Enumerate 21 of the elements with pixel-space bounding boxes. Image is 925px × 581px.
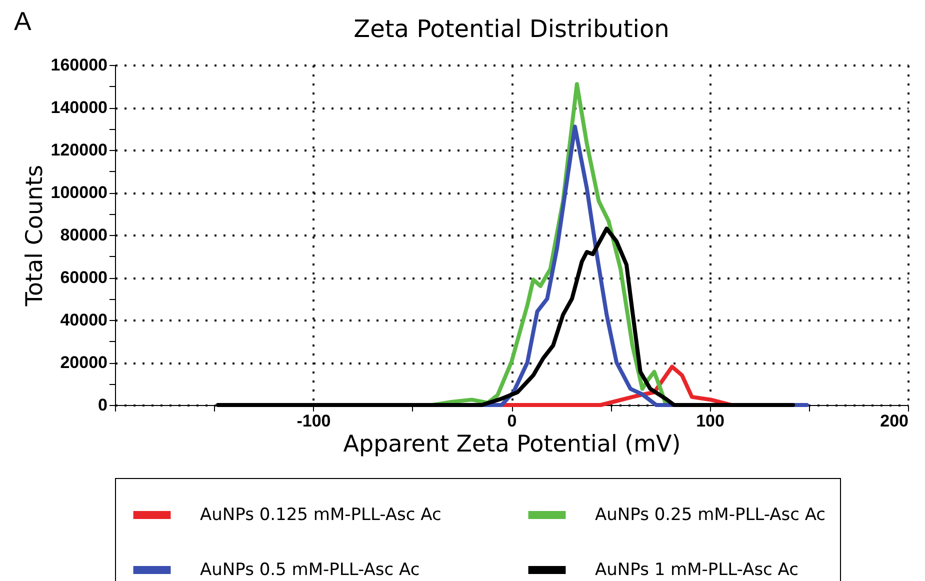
y-tick-label: 60000: [60, 268, 108, 287]
x-axis-title: Apparent Zeta Potential (mV): [343, 432, 681, 458]
y-tick-label: 120000: [50, 140, 108, 160]
x-tick-label: 100: [696, 412, 724, 430]
legend-label: AuNPs 0.25 mM-PLL-Asc Ac: [595, 505, 826, 525]
y-tick-label: 140000: [50, 98, 108, 117]
x-tick-label: 200: [880, 412, 908, 430]
y-tick-label: 0: [98, 396, 108, 414]
x-tick-label: -100: [296, 412, 331, 430]
legend-label: AuNPs 1 mM-PLL-Asc Ac: [595, 560, 798, 580]
legend-label: AuNPs 0.5 mM-PLL-Asc Ac: [200, 560, 420, 580]
y-tick-label: 100000: [50, 183, 108, 202]
y-tick-label: 40000: [60, 310, 108, 330]
y-axis-title: Total Counts: [22, 164, 48, 308]
x-tick-label: 0: [507, 412, 517, 430]
y-tick-label: 80000: [60, 226, 108, 244]
y-tick-label: 20000: [60, 353, 108, 372]
legend-label: AuNPs 0.125 mM-PLL-Asc Ac: [200, 505, 442, 525]
y-tick-label: 160000: [50, 56, 108, 74]
text: A: [14, 6, 32, 37]
chart-title: Zeta Potential Distribution: [354, 15, 670, 43]
